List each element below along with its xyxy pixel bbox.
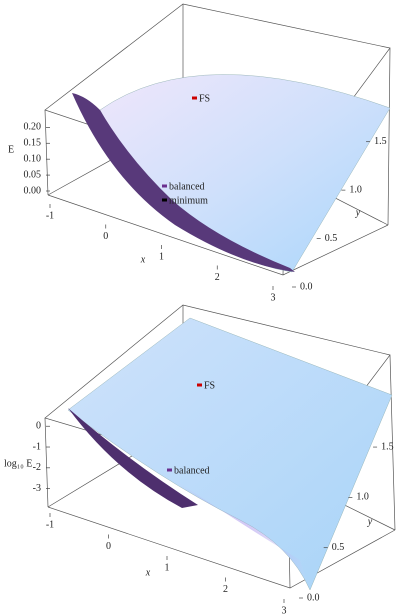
- z-axis-label: E: [8, 144, 14, 155]
- x-tick-label: 2: [215, 272, 220, 283]
- z-tick-label: 0.15: [24, 138, 42, 149]
- z-tick-label: 0.10: [24, 153, 42, 164]
- x-tick-label: 1: [165, 562, 170, 573]
- y-axis-label: y: [367, 516, 373, 527]
- y-tick-label: 0.5: [325, 233, 338, 244]
- point-marker: [192, 96, 197, 100]
- z-tick-label: -1: [33, 441, 41, 452]
- annotation: balanced: [174, 465, 210, 476]
- y-tick-label: 1.5: [381, 441, 394, 452]
- x-tick-label: -1: [46, 210, 54, 221]
- point-marker: [197, 383, 202, 387]
- x-tick-label: 3: [282, 605, 287, 616]
- annotation: minimum: [169, 195, 208, 206]
- z-tick-label: 0.00: [24, 185, 42, 196]
- annotation: FS: [199, 93, 210, 104]
- y-tick-label: 0.0: [307, 592, 320, 603]
- y-tick-label: 1.0: [356, 492, 369, 503]
- x-axis-label: x: [145, 567, 151, 578]
- surface-glow: [90, 420, 310, 590]
- annotation: FS: [204, 380, 215, 391]
- y-tick-label: 0.0: [300, 281, 313, 292]
- x-tick-label: 2: [223, 584, 228, 595]
- z-tick-label: 0.20: [24, 122, 42, 133]
- x-tick-label: -1: [46, 519, 54, 530]
- x-axis-label: x: [140, 254, 146, 265]
- y-tick-label: 1.0: [349, 184, 362, 195]
- z-axis-label: log₁₀ E: [4, 458, 32, 469]
- x-tick-label: 1: [159, 251, 164, 262]
- z-tick-label: -2: [33, 462, 41, 473]
- annotation: balanced: [169, 181, 205, 192]
- z-tick-label: 0.05: [24, 169, 42, 180]
- x-tick-label: 0: [106, 541, 111, 552]
- point-marker: [167, 468, 172, 472]
- y-tick-label: 1.5: [374, 136, 387, 147]
- surface-sheet: [68, 408, 198, 508]
- plot-1: [44, 3, 391, 276]
- plot-2: [44, 304, 396, 591]
- z-tick-label: 0: [36, 421, 41, 432]
- y-axis-label: y: [355, 207, 361, 218]
- point-marker: [162, 184, 167, 188]
- x-tick-label: 3: [271, 292, 276, 303]
- y-tick-label: 0.5: [332, 542, 345, 553]
- point-marker: [162, 198, 167, 202]
- x-tick-label: 0: [103, 231, 108, 242]
- z-tick-label: -3: [33, 483, 41, 494]
- surface-sheet: [72, 93, 295, 272]
